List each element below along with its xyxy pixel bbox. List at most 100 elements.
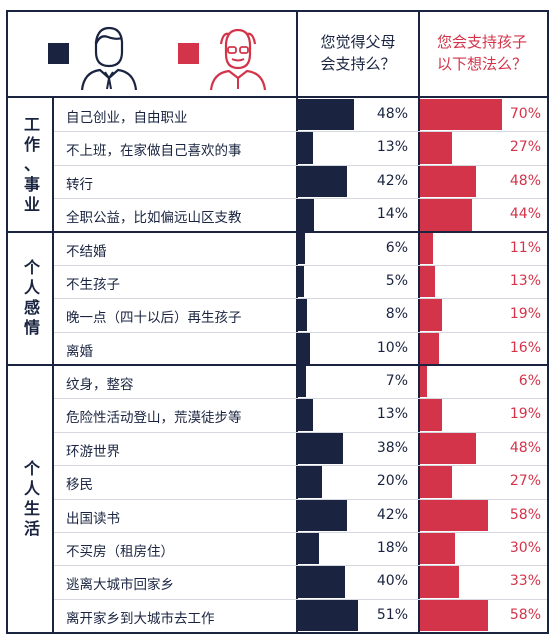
group-label-char: 业 — [23, 194, 40, 214]
row-divider — [54, 565, 547, 567]
kid-bar — [420, 466, 452, 498]
parent-bar — [298, 165, 348, 198]
col-header-parent-line1: 您觉得父母 — [320, 33, 396, 51]
kid-value-label: 30% — [509, 539, 541, 556]
old-man-icon — [209, 28, 267, 90]
group-label: 个人生活 — [20, 459, 44, 539]
col-header-parent-line2: 会支持么？ — [320, 55, 396, 73]
kid-bar — [420, 366, 428, 398]
kid-value-label: 11% — [509, 239, 541, 256]
row-label: 转行 — [66, 176, 93, 193]
kid-value-label: 13% — [509, 272, 541, 289]
parent-value-label: 40% — [376, 573, 408, 590]
parent-bar — [298, 332, 310, 364]
group-label-char: 工 — [23, 114, 40, 134]
parent-value-label: 13% — [376, 406, 408, 423]
legend-parent-swatch — [48, 43, 69, 64]
kid-value-label: 48% — [509, 439, 541, 456]
row-divider — [54, 465, 547, 467]
row-label: 晚一点（四十以后）再生孩子 — [66, 310, 242, 327]
kid-bar — [420, 532, 456, 565]
row-divider — [54, 164, 547, 166]
kid-value-label: 48% — [509, 172, 541, 189]
kid-value-label: 19% — [509, 406, 541, 423]
column-divider-2 — [418, 12, 420, 632]
group-divider — [8, 230, 547, 233]
group-label-char: 个 — [23, 458, 40, 478]
group-label-char: 情 — [23, 318, 40, 338]
parent-bar — [298, 566, 346, 598]
parent-bar — [298, 199, 315, 231]
young-man-icon — [80, 26, 138, 90]
row-divider — [54, 198, 547, 200]
row-label: 不上班，在家做自己喜欢的事 — [66, 143, 242, 160]
group-label-char: 人 — [23, 278, 40, 298]
kid-bar — [420, 165, 477, 198]
row-label: 逃离大城市回家乡 — [66, 577, 174, 594]
parent-value-label: 48% — [376, 106, 408, 122]
parent-value-label: 51% — [376, 606, 408, 623]
kid-value-label: 19% — [509, 306, 541, 323]
group-label-char: 生 — [23, 498, 40, 518]
row-divider — [54, 598, 547, 600]
kid-value-label: 33% — [509, 573, 541, 590]
row-divider — [54, 531, 547, 533]
parent-bar — [298, 299, 308, 331]
parent-bar — [298, 99, 355, 131]
parent-bar — [298, 232, 306, 264]
parent-value-label: 10% — [376, 339, 408, 356]
header: 您觉得父母 会支持么？ 您会支持孩子 以下想法么？ — [8, 12, 547, 96]
parent-value-label: 14% — [376, 206, 408, 223]
group-label-char: 人 — [23, 478, 40, 498]
parent-bar — [298, 532, 320, 565]
row-label: 出国读书 — [66, 510, 120, 527]
row-divider — [54, 331, 547, 333]
column-divider-1 — [296, 12, 298, 632]
legend-kid-swatch — [178, 43, 199, 64]
row-label: 不生孩子 — [66, 276, 120, 293]
group-label-char: 感 — [23, 298, 40, 318]
row-label: 不结婚 — [66, 243, 107, 260]
group-label: 个人感情 — [20, 258, 44, 338]
chart-frame: 您觉得父母 会支持么？ 您会支持孩子 以下想法么？ 工作、事业个人感情个人生活自… — [6, 10, 549, 634]
col-header-kid: 您会支持孩子 以下想法么？ — [419, 31, 545, 75]
kid-bar — [420, 299, 443, 331]
category-column-divider — [52, 98, 54, 632]
group-label-char: 活 — [23, 518, 40, 538]
parent-value-label: 5% — [385, 272, 408, 289]
row-label: 离开家乡到大城市去工作 — [66, 610, 215, 627]
col-header-parent: 您觉得父母 会支持么？ — [298, 31, 418, 75]
parent-bar — [298, 432, 343, 465]
row-label: 自己创业，自由职业 — [66, 110, 188, 126]
parent-value-label: 42% — [376, 172, 408, 189]
row-divider — [54, 131, 547, 133]
header-divider — [8, 96, 547, 98]
row-divider — [54, 264, 547, 266]
kid-bar — [420, 265, 436, 298]
group-label-char: 、 — [23, 154, 40, 174]
kid-bar — [420, 432, 477, 465]
row-label: 离婚 — [66, 343, 93, 360]
kid-bar — [420, 499, 488, 531]
row-label: 危险性活动登山，荒漠徒步等 — [66, 410, 242, 427]
kid-bar — [420, 399, 443, 431]
group-label-char: 作 — [23, 134, 40, 154]
parent-value-label: 42% — [376, 506, 408, 523]
row-label: 环游世界 — [66, 443, 120, 460]
parent-bar — [298, 265, 304, 298]
kid-value-label: 16% — [509, 339, 541, 356]
parent-value-label: 20% — [376, 473, 408, 490]
parent-bar — [298, 466, 322, 498]
kid-value-label: 58% — [509, 506, 541, 523]
parent-bar — [298, 499, 348, 531]
parent-bar — [298, 132, 314, 164]
kid-value-label: 58% — [509, 606, 541, 623]
row-label: 纹身，整容 — [66, 377, 134, 393]
kid-value-label: 27% — [509, 139, 541, 156]
row-divider — [54, 398, 547, 400]
kid-bar — [420, 566, 459, 598]
parent-value-label: 38% — [376, 439, 408, 456]
parent-bar — [298, 399, 314, 431]
group-label-char: 个 — [23, 258, 40, 278]
parent-value-label: 6% — [385, 239, 408, 256]
